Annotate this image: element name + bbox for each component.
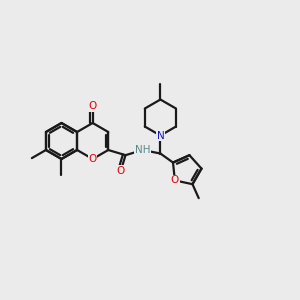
Text: NH: NH	[135, 145, 151, 155]
Text: O: O	[171, 176, 179, 185]
Text: O: O	[88, 101, 97, 111]
Text: O: O	[88, 154, 97, 164]
Text: N: N	[157, 130, 164, 140]
Text: O: O	[117, 166, 125, 176]
